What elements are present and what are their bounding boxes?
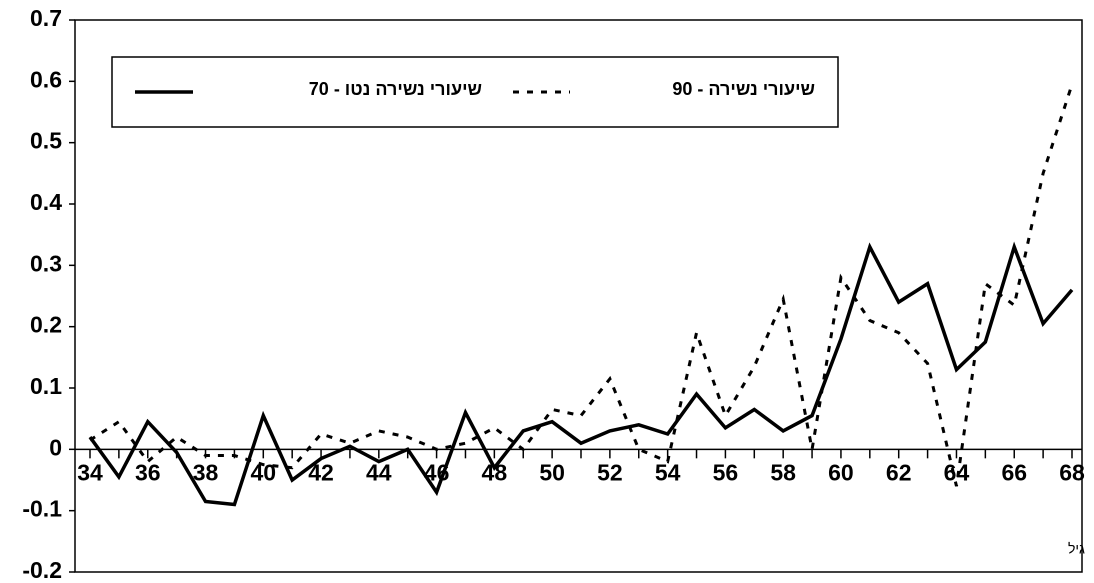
x-tick-label: 58: [770, 459, 796, 485]
y-tick-label: 0.5: [30, 128, 62, 154]
x-tick-label: 54: [655, 459, 681, 485]
series-line: [89, 83, 1074, 487]
y-tick-label: 0: [49, 434, 62, 460]
series-line: [88, 241, 1074, 507]
x-tick-label: 66: [1001, 459, 1027, 485]
x-tick-label: 38: [193, 459, 219, 485]
x-tick-label: 52: [597, 459, 623, 485]
y-tick-label: 0.6: [30, 66, 62, 92]
x-tick-label: 56: [713, 459, 739, 485]
x-tick-label: 60: [828, 459, 854, 485]
x-tick-label: 64: [944, 459, 970, 485]
y-tick-label: -0.1: [22, 496, 62, 522]
x-tick-label: 36: [135, 459, 161, 485]
y-tick-label: 0.7: [30, 5, 62, 31]
y-tick-label: 0.4: [30, 189, 62, 215]
y-tick-label: -0.2: [22, 557, 62, 583]
legend-label: שיעורי נשירה נטו - 70: [309, 79, 482, 99]
x-tick-label: 34: [77, 459, 103, 485]
x-tick-label: 48: [482, 459, 508, 485]
plot-frame: [74, 19, 1083, 573]
x-axis-label: גיל: [1068, 541, 1085, 557]
x-tick-label: 62: [886, 459, 912, 485]
y-tick-label: 0.3: [30, 250, 62, 276]
y-tick-label: 0.2: [30, 312, 62, 338]
legend-label: שיעורי נשירה - 90: [672, 79, 815, 99]
x-tick-label: 50: [539, 459, 565, 485]
y-tick-label: 0.1: [30, 373, 62, 399]
legend-box: [111, 56, 839, 128]
x-tick-label: 68: [1059, 459, 1085, 485]
x-tick-label: 44: [366, 459, 392, 485]
